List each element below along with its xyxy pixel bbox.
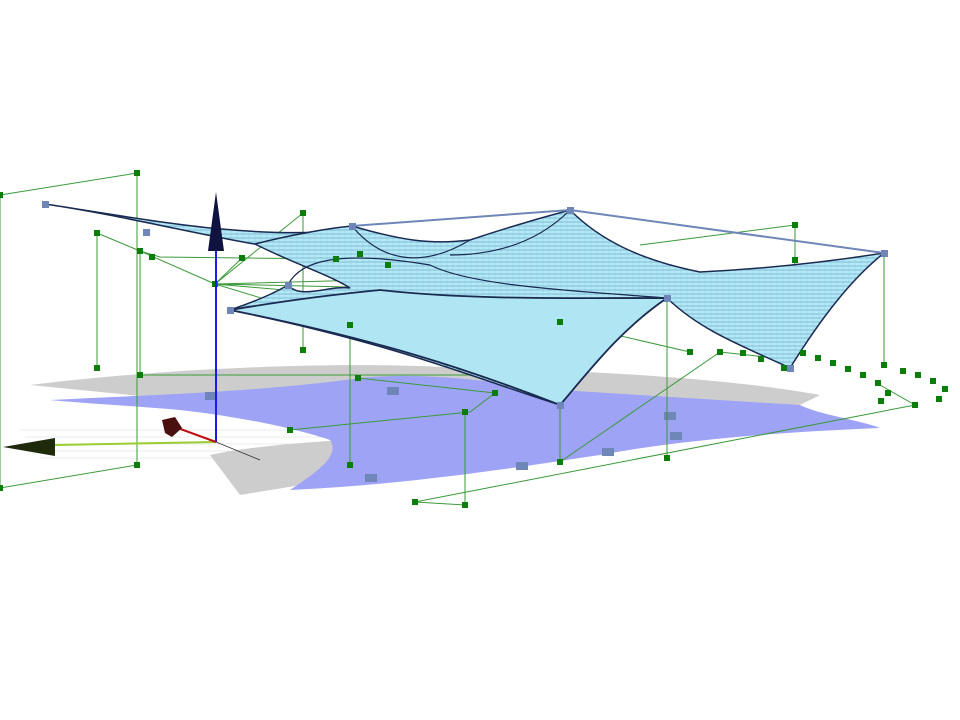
membrane-ridge-lines [287,209,668,299]
axis-triad-icon [3,192,261,461]
ground-markers [205,387,682,482]
y-axis-line [174,426,217,443]
control-points[interactable] [0,170,918,508]
membrane-roof[interactable] [44,203,887,407]
axis-guide-line [215,441,261,461]
y-axis-arrow-icon [162,417,182,437]
control-point-chain[interactable] [740,350,948,404]
corner-nodes[interactable] [42,201,888,409]
z-axis-arrow-icon [208,192,224,251]
x-axis-line [54,441,217,446]
x-axis-arrow-icon [3,438,55,456]
